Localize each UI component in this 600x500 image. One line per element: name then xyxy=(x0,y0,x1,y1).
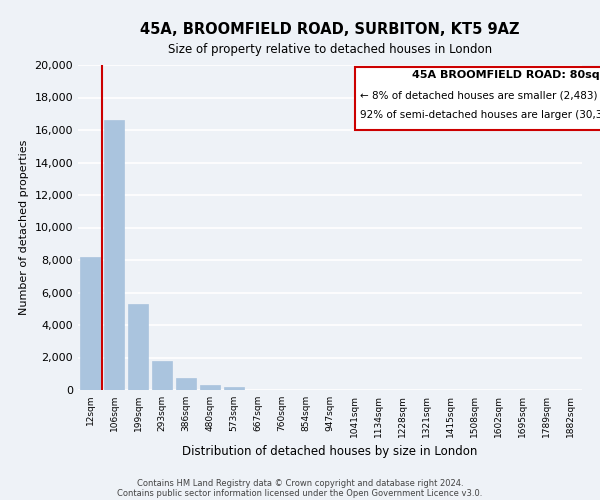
Bar xyxy=(128,304,148,390)
Bar xyxy=(200,386,220,390)
X-axis label: Distribution of detached houses by size in London: Distribution of detached houses by size … xyxy=(182,446,478,458)
Text: Contains HM Land Registry data © Crown copyright and database right 2024.: Contains HM Land Registry data © Crown c… xyxy=(137,478,463,488)
Text: 45A BROOMFIELD ROAD: 80sqm: 45A BROOMFIELD ROAD: 80sqm xyxy=(412,70,600,80)
Text: Contains public sector information licensed under the Open Government Licence v3: Contains public sector information licen… xyxy=(118,488,482,498)
Text: ← 8% of detached houses are smaller (2,483): ← 8% of detached houses are smaller (2,4… xyxy=(360,91,598,101)
Bar xyxy=(104,120,124,390)
Y-axis label: Number of detached properties: Number of detached properties xyxy=(19,140,29,315)
Text: 45A, BROOMFIELD ROAD, SURBITON, KT5 9AZ: 45A, BROOMFIELD ROAD, SURBITON, KT5 9AZ xyxy=(140,22,520,38)
Bar xyxy=(176,378,196,390)
Bar xyxy=(152,361,172,390)
Text: 92% of semi-detached houses are larger (30,323) →: 92% of semi-detached houses are larger (… xyxy=(360,110,600,120)
Text: Size of property relative to detached houses in London: Size of property relative to detached ho… xyxy=(168,42,492,56)
Bar xyxy=(224,387,244,390)
FancyBboxPatch shape xyxy=(355,66,600,130)
Bar xyxy=(80,257,100,390)
